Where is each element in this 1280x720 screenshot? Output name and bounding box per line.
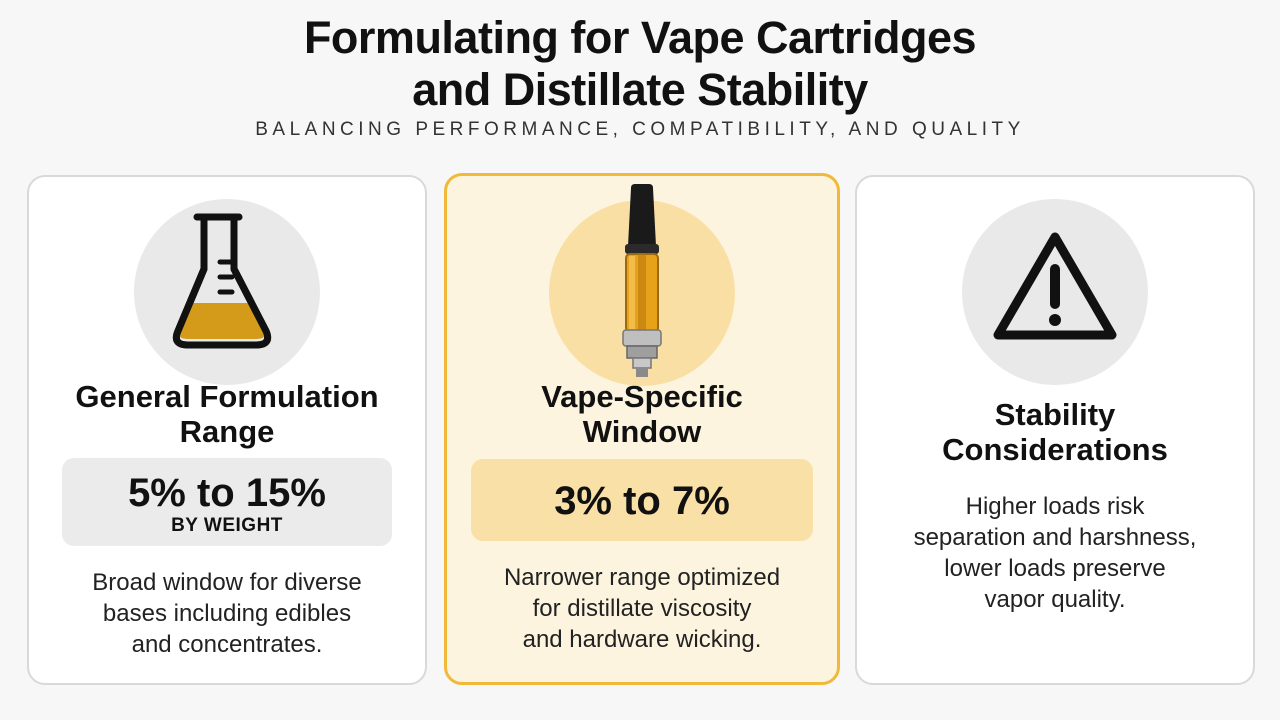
range-value: 3% to 7% [554, 479, 730, 523]
page-subtitle: BALANCING PERFORMANCE, COMPATIBILITY, AN… [255, 119, 1025, 140]
icon-circle [134, 199, 320, 385]
card-description: Narrower range optimized for distillate … [503, 564, 781, 653]
range-value: 5% to 15% [128, 471, 326, 515]
icon-circle [549, 184, 735, 386]
value-box: 5% to 15% BY WEIGHT [62, 458, 392, 546]
icon-circle [962, 199, 1148, 385]
page-title: Formulating for Vape Cartridges and Dist… [0, 12, 1280, 116]
range-unit: BY WEIGHT [171, 515, 283, 536]
vape-cartridge-icon [622, 184, 662, 377]
card-stability: Stability Considerations Higher loads ri… [855, 175, 1255, 685]
card-title: General Formulation Range [75, 379, 379, 449]
value-box: 3% to 7% [471, 459, 813, 541]
flask-icon [172, 213, 272, 349]
card-description: Higher loads risk separation and harshne… [913, 493, 1197, 613]
card-title: Vape-Specific Window [541, 379, 743, 449]
card-title: Stability Considerations [942, 397, 1168, 467]
card-vape-specific: Vape-Specific Window 3% to 7% Narrower r… [444, 173, 840, 685]
warning-triangle-icon [993, 232, 1117, 340]
card-general-formulation: General Formulation Range 5% to 15% BY W… [27, 175, 427, 685]
title-line-1: Formulating for Vape Cartridges [303, 12, 977, 63]
card-description: Broad window for diverse bases including… [92, 569, 362, 658]
title-line-2: and Distillate Stability [412, 64, 868, 115]
